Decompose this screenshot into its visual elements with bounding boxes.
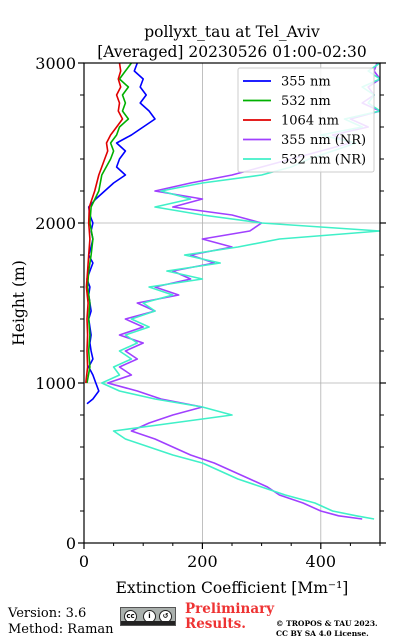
series-line-1: [86, 63, 133, 384]
y-tick-label: 2000: [35, 214, 76, 233]
method-text: Method: Raman: [8, 622, 114, 637]
y-tick-label: 1000: [35, 374, 76, 393]
legend-label: 355 nm (NR): [281, 133, 366, 148]
preliminary-line1: Preliminary: [185, 601, 275, 617]
legend-label: 355 nm: [281, 75, 331, 90]
y-tick-label: 0: [66, 534, 76, 553]
legend: 355 nm 532 nm 1064 nm 355 nm (NR) 532 nm (NR…: [237, 67, 375, 173]
cc-license-badge[interactable]: cc i ↺: [120, 607, 176, 626]
x-tick-label: 0: [79, 552, 89, 571]
version-text: Version: 3.6: [8, 606, 87, 621]
x-tick-label: 200: [187, 552, 218, 571]
chart-title: pollyxt_tau at Tel_Aviv: [144, 23, 320, 41]
legend-box: [237, 67, 375, 173]
chart-subtitle: [Averaged] 20230526 01:00-02:30: [97, 43, 367, 61]
x-axis-label: Extinction Coefficient [Mm⁻¹]: [116, 579, 349, 597]
series-line-2: [85, 63, 124, 384]
legend-label: 532 nm (NR): [281, 153, 366, 168]
copyright-notice: © TROPOS & TAU 2023. CC BY SA 4.0 Licens…: [276, 619, 378, 639]
y-axis-label: Height (m): [10, 260, 28, 346]
legend-label: 1064 nm: [281, 114, 339, 129]
axes: 0 200 400 0 1000 2000 3000: [35, 54, 386, 571]
copyright-line2: CC BY SA 4.0 License.: [276, 629, 369, 638]
cc-badge-strip: [121, 621, 175, 625]
extinction-profile-chart: pollyxt_tau at Tel_Aviv [Averaged] 20230…: [10, 23, 386, 597]
x-tick-label: 400: [306, 552, 337, 571]
preliminary-line2: Results.: [185, 616, 246, 632]
y-tick-label: 3000: [35, 54, 76, 73]
legend-label: 532 nm: [281, 94, 331, 109]
preliminary-notice: Preliminary Results.: [185, 602, 274, 632]
copyright-line1: © TROPOS & TAU 2023.: [276, 619, 378, 628]
